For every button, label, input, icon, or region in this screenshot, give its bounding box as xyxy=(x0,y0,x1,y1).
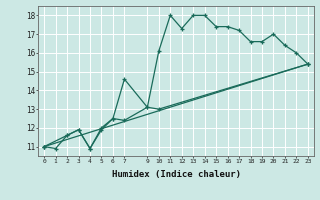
X-axis label: Humidex (Indice chaleur): Humidex (Indice chaleur) xyxy=(111,170,241,179)
